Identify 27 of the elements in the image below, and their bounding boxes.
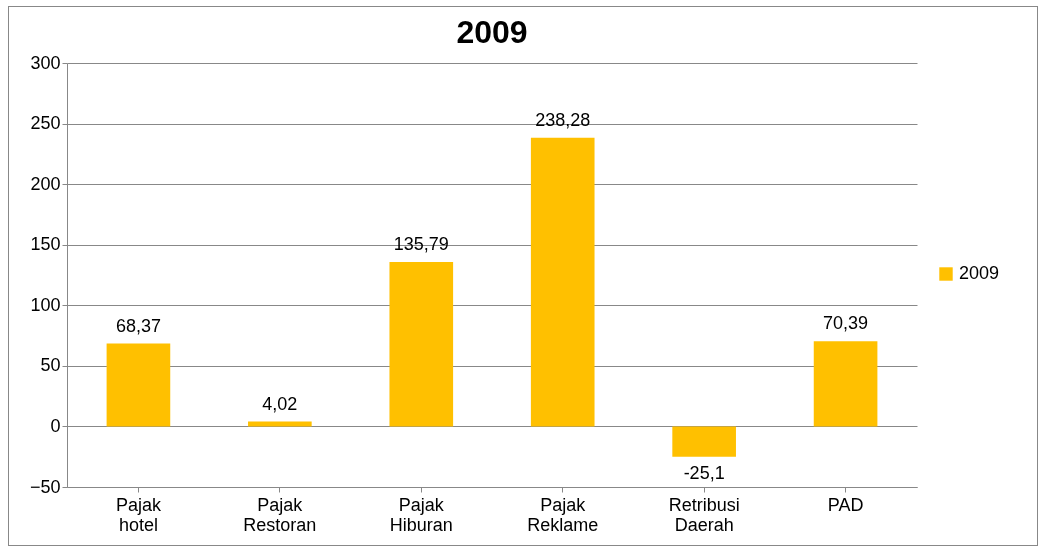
x-tick-label: Pajak Reklame bbox=[527, 494, 599, 535]
x-tick-label: Pajak hotel bbox=[115, 494, 162, 535]
data-label: 70,39 bbox=[823, 313, 869, 334]
x-tick-label: Retribusi Daerah bbox=[668, 494, 740, 535]
x-tick-label: Pajak Restoran bbox=[243, 494, 317, 535]
y-tick-label: 100 bbox=[30, 294, 61, 315]
bar bbox=[672, 426, 736, 457]
data-label: -25,1 bbox=[683, 462, 725, 483]
chart-title: 2009 bbox=[456, 14, 528, 50]
data-label: 4,02 bbox=[262, 393, 298, 414]
bar bbox=[106, 343, 171, 427]
bar bbox=[530, 137, 595, 427]
bar bbox=[813, 341, 878, 427]
y-tick-label: −50 bbox=[29, 476, 61, 497]
legend-label: 2009 bbox=[959, 263, 1000, 283]
x-tick-label: Pajak Hiburan bbox=[389, 494, 453, 535]
y-tick-label: 0 bbox=[50, 415, 61, 436]
data-label: 68,37 bbox=[115, 315, 161, 336]
x-tick-label: PAD bbox=[827, 494, 864, 515]
data-label: 135,79 bbox=[393, 233, 449, 254]
y-tick-label: 200 bbox=[30, 173, 61, 194]
bar bbox=[389, 261, 454, 427]
y-tick-label: 250 bbox=[30, 113, 61, 134]
y-tick-label: 150 bbox=[30, 234, 61, 255]
y-tick-label: 50 bbox=[40, 355, 61, 376]
data-label: 238,28 bbox=[535, 109, 591, 130]
y-tick-label: 300 bbox=[30, 52, 61, 73]
